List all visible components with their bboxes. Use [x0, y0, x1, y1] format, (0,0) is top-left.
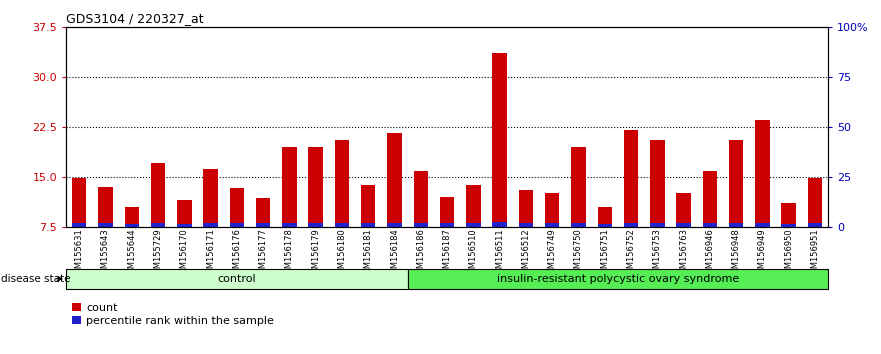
Bar: [413, 171, 428, 227]
Bar: [729, 223, 744, 227]
Text: GDS3104 / 220327_at: GDS3104 / 220327_at: [66, 12, 204, 25]
Bar: [597, 224, 612, 227]
Bar: [308, 223, 323, 227]
Bar: [440, 196, 455, 227]
Bar: [755, 120, 770, 227]
Bar: [781, 224, 796, 227]
Bar: [204, 223, 218, 227]
Bar: [177, 200, 191, 227]
Text: control: control: [218, 274, 256, 284]
Bar: [124, 207, 139, 227]
Bar: [466, 223, 481, 227]
Bar: [492, 53, 507, 227]
Text: insulin-resistant polycystic ovary syndrome: insulin-resistant polycystic ovary syndr…: [497, 274, 739, 284]
Bar: [388, 133, 402, 227]
Bar: [99, 187, 113, 227]
Bar: [151, 223, 166, 227]
Bar: [72, 178, 86, 227]
Bar: [808, 178, 822, 227]
Bar: [308, 147, 323, 227]
Bar: [703, 171, 717, 227]
Bar: [545, 223, 559, 227]
Bar: [282, 223, 297, 227]
Bar: [571, 223, 586, 227]
Legend: count, percentile rank within the sample: count, percentile rank within the sample: [71, 303, 274, 326]
Bar: [66, 269, 408, 289]
Bar: [388, 223, 402, 227]
Bar: [650, 140, 664, 227]
Bar: [755, 223, 770, 227]
Bar: [624, 223, 638, 227]
Bar: [124, 224, 139, 227]
Bar: [177, 224, 191, 227]
Bar: [781, 203, 796, 227]
Bar: [677, 223, 691, 227]
Bar: [151, 163, 166, 227]
Bar: [72, 223, 86, 227]
Bar: [492, 222, 507, 227]
Bar: [519, 190, 533, 227]
Bar: [677, 193, 691, 227]
Bar: [624, 130, 638, 227]
Bar: [650, 223, 664, 227]
Bar: [230, 223, 244, 227]
Bar: [335, 140, 349, 227]
Bar: [230, 188, 244, 227]
Bar: [361, 223, 375, 227]
Bar: [440, 223, 455, 227]
Bar: [703, 223, 717, 227]
Bar: [466, 184, 481, 227]
Bar: [361, 184, 375, 227]
Text: disease state: disease state: [1, 274, 70, 284]
Bar: [519, 223, 533, 227]
Bar: [408, 269, 828, 289]
Bar: [729, 140, 744, 227]
Bar: [99, 223, 113, 227]
Bar: [545, 193, 559, 227]
Bar: [597, 207, 612, 227]
Bar: [256, 198, 270, 227]
Bar: [571, 147, 586, 227]
Bar: [204, 169, 218, 227]
Bar: [256, 223, 270, 227]
Bar: [808, 223, 822, 227]
Bar: [335, 223, 349, 227]
Bar: [282, 147, 297, 227]
Bar: [413, 223, 428, 227]
